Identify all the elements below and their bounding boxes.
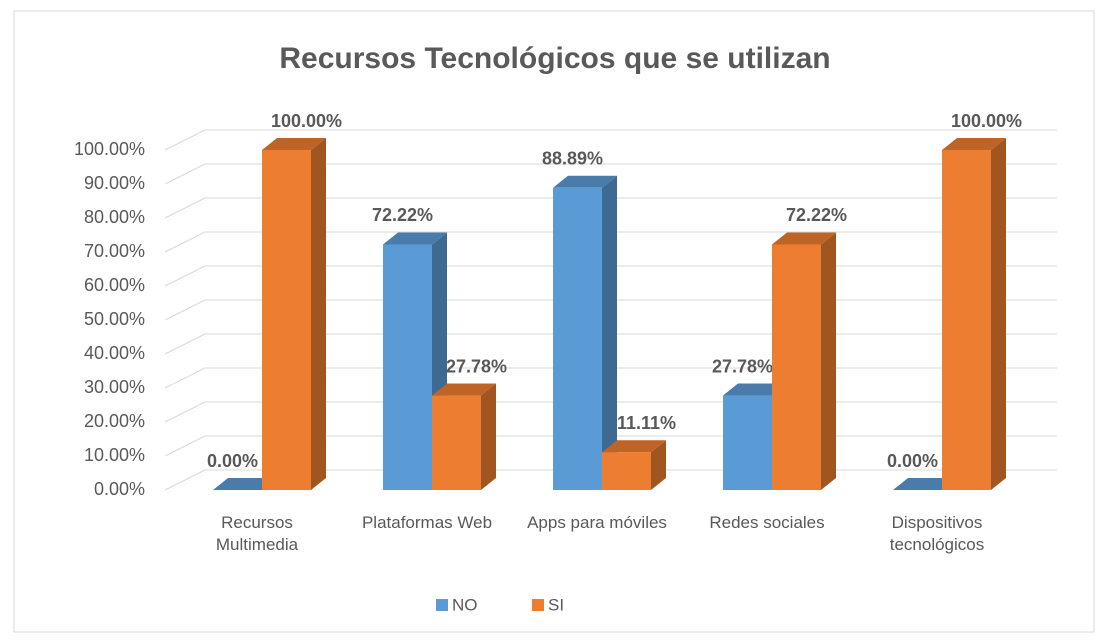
bar-face (723, 395, 772, 490)
bar-side (602, 175, 617, 491)
bar (942, 138, 1006, 490)
x-tick-label: Dispositivos tecnológicos (889, 513, 985, 554)
legend-label: NO (452, 595, 478, 614)
bar-top (262, 138, 326, 150)
bar-side (991, 138, 1006, 490)
bar (893, 478, 957, 490)
data-label: 100.00% (951, 111, 1022, 131)
bar (553, 175, 617, 491)
bar-top (942, 138, 1006, 150)
bar-face (432, 395, 481, 490)
data-label: 11.11% (617, 413, 676, 433)
bar-face (262, 150, 311, 490)
bar-top (383, 232, 447, 245)
bar (262, 138, 326, 490)
data-label: 0.00% (207, 451, 258, 471)
x-tick-label: Plataformas Web (361, 513, 493, 532)
bar-face (602, 452, 651, 490)
bar-side (651, 440, 666, 490)
y-tick-label: 60.00% (84, 275, 145, 295)
y-tick-label: 10.00% (84, 445, 145, 465)
bar-face (772, 244, 821, 490)
bar (432, 383, 496, 490)
data-label: 88.89% (542, 149, 603, 169)
grid-line (164, 197, 1057, 219)
y-tick-label: 50.00% (84, 309, 145, 329)
data-label: 27.78% (446, 356, 507, 376)
grid-line (164, 163, 1057, 185)
bar-top (772, 232, 836, 245)
bar-side (311, 138, 326, 490)
bar (213, 478, 277, 490)
y-tick-label: 90.00% (84, 173, 145, 193)
data-label: 72.22% (372, 205, 433, 225)
bar-side (821, 232, 836, 490)
bar (602, 440, 666, 490)
y-tick-label: 70.00% (84, 241, 145, 261)
grid-line (164, 231, 1057, 253)
data-label: 100.00% (271, 111, 342, 131)
x-tick-label: Apps para móviles (527, 513, 667, 532)
bar-top (602, 440, 666, 453)
chart-title: Recursos Tecnológicos que se utilizan (279, 42, 830, 75)
bar-top (893, 478, 957, 490)
bar-top (723, 383, 787, 396)
grid-line (164, 129, 1057, 151)
y-tick-label: 80.00% (84, 207, 145, 227)
bar (772, 232, 836, 490)
bar-face (942, 150, 991, 490)
bar-top (213, 478, 277, 490)
data-label: 27.78% (712, 356, 773, 376)
data-label: 0.00% (887, 451, 938, 471)
y-tick-label: 100.00% (74, 139, 145, 159)
bar-face (553, 187, 602, 491)
bar-top (553, 175, 617, 188)
data-label: 72.22% (786, 205, 847, 225)
y-tick-label: 30.00% (84, 377, 145, 397)
legend-swatch (436, 599, 448, 611)
y-tick-label: 20.00% (84, 411, 145, 431)
bar-face (383, 244, 432, 490)
legend-label: SI (548, 595, 564, 614)
x-tick-label: Recursos Multimedia (215, 513, 299, 554)
legend-swatch (532, 599, 544, 611)
bar-side (481, 383, 496, 490)
y-tick-label: 40.00% (84, 343, 145, 363)
x-tick-label: Redes sociales (709, 513, 825, 532)
y-tick-label: 0.00% (94, 479, 145, 499)
bar-top (432, 383, 496, 396)
